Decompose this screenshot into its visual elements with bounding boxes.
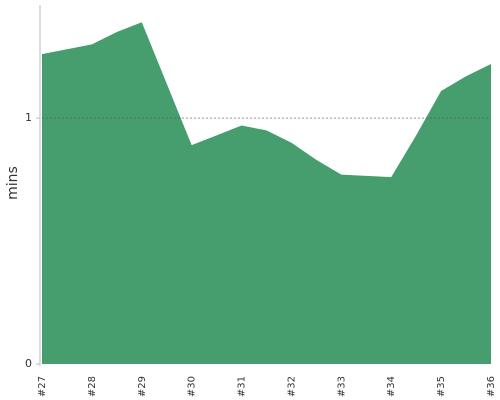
x-tick-label: #30	[187, 376, 198, 397]
x-tick-label: #29	[137, 376, 148, 397]
y-tick-label: 1	[25, 111, 32, 124]
x-tick-label: #36	[486, 376, 497, 397]
x-tick-label: #31	[237, 376, 248, 397]
x-tick-label: #33	[336, 376, 347, 397]
area	[42, 22, 491, 364]
x-tick-label: #32	[286, 376, 297, 397]
y-tick-label: 0	[25, 357, 32, 370]
x-tick-label: #34	[386, 376, 397, 397]
x-tick-label: #27	[37, 376, 48, 397]
x-tick-label: #35	[436, 376, 447, 397]
y-axis-label: mins	[5, 166, 21, 200]
x-tick-label: #28	[87, 376, 98, 397]
